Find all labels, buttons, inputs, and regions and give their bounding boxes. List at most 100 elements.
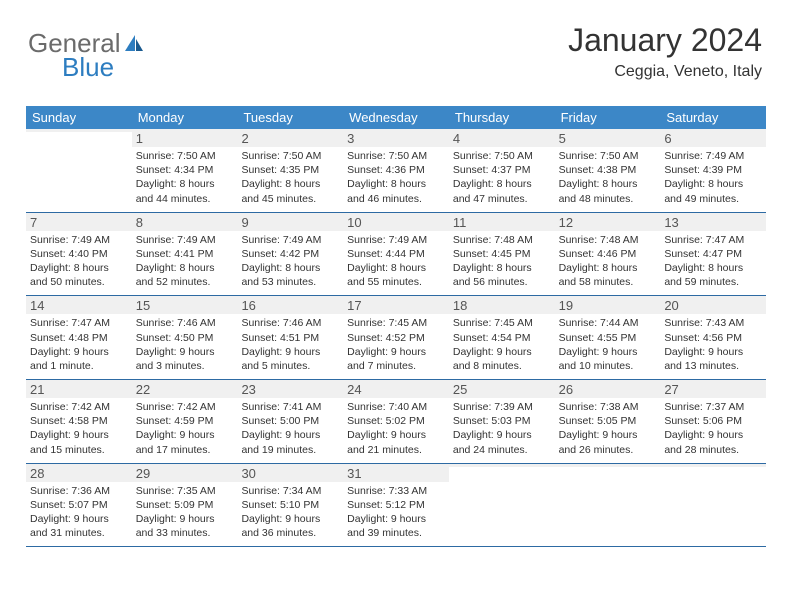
day-number: 13 [660,213,766,231]
daylight: Daylight: 8 hours and 46 minutes. [347,177,445,205]
page-title: January 2024 [568,22,762,59]
day-header: Sunday [26,106,132,129]
day-info: Sunrise: 7:37 AMSunset: 5:06 PMDaylight:… [664,400,762,457]
day-header: Thursday [449,106,555,129]
day-cell: 7Sunrise: 7:49 AMSunset: 4:40 PMDaylight… [26,213,132,296]
day-info: Sunrise: 7:43 AMSunset: 4:56 PMDaylight:… [664,316,762,373]
daylight: Daylight: 8 hours and 44 minutes. [136,177,234,205]
sunset: Sunset: 4:39 PM [664,163,762,177]
day-info: Sunrise: 7:45 AMSunset: 4:54 PMDaylight:… [453,316,551,373]
sunrise: Sunrise: 7:49 AM [30,233,128,247]
day-info: Sunrise: 7:40 AMSunset: 5:02 PMDaylight:… [347,400,445,457]
day-number: 19 [555,296,661,314]
day-info: Sunrise: 7:41 AMSunset: 5:00 PMDaylight:… [241,400,339,457]
day-number: 12 [555,213,661,231]
daylight: Daylight: 8 hours and 53 minutes. [241,261,339,289]
day-number: 3 [343,129,449,147]
daylight: Daylight: 9 hours and 17 minutes. [136,428,234,456]
day-info: Sunrise: 7:50 AMSunset: 4:35 PMDaylight:… [241,149,339,206]
day-number: 23 [237,380,343,398]
sunrise: Sunrise: 7:50 AM [559,149,657,163]
day-cell: 11Sunrise: 7:48 AMSunset: 4:45 PMDayligh… [449,213,555,296]
day-info: Sunrise: 7:33 AMSunset: 5:12 PMDaylight:… [347,484,445,541]
day-number: 17 [343,296,449,314]
daylight: Daylight: 9 hours and 5 minutes. [241,345,339,373]
day-number: 28 [26,464,132,482]
sunset: Sunset: 4:36 PM [347,163,445,177]
day-number: 22 [132,380,238,398]
day-info: Sunrise: 7:46 AMSunset: 4:51 PMDaylight:… [241,316,339,373]
day-info: Sunrise: 7:49 AMSunset: 4:42 PMDaylight:… [241,233,339,290]
week-row: 1Sunrise: 7:50 AMSunset: 4:34 PMDaylight… [26,129,766,213]
day-number: 18 [449,296,555,314]
sunrise: Sunrise: 7:46 AM [241,316,339,330]
sunrise: Sunrise: 7:49 AM [136,233,234,247]
day-cell: 8Sunrise: 7:49 AMSunset: 4:41 PMDaylight… [132,213,238,296]
day-info: Sunrise: 7:45 AMSunset: 4:52 PMDaylight:… [347,316,445,373]
day-number: 4 [449,129,555,147]
sunrise: Sunrise: 7:40 AM [347,400,445,414]
sunrise: Sunrise: 7:33 AM [347,484,445,498]
sunset: Sunset: 4:50 PM [136,331,234,345]
day-number: 31 [343,464,449,482]
daylight: Daylight: 9 hours and 21 minutes. [347,428,445,456]
day-cell: 18 Sunrise: 7:45 AMSunset: 4:54 PMDayligh… [449,296,555,379]
daylight: Daylight: 9 hours and 3 minutes. [136,345,234,373]
sunset: Sunset: 4:54 PM [453,331,551,345]
day-header: Friday [555,106,661,129]
day-cell: 26Sunrise: 7:38 AMSunset: 5:05 PMDayligh… [555,380,661,463]
daylight: Daylight: 9 hours and 15 minutes. [30,428,128,456]
day-info: Sunrise: 7:34 AMSunset: 5:10 PMDaylight:… [241,484,339,541]
daylight: Daylight: 8 hours and 55 minutes. [347,261,445,289]
sunset: Sunset: 4:41 PM [136,247,234,261]
daylight: Daylight: 8 hours and 49 minutes. [664,177,762,205]
day-number [26,129,132,132]
sunrise: Sunrise: 7:48 AM [453,233,551,247]
sunrise: Sunrise: 7:37 AM [664,400,762,414]
sunrise: Sunrise: 7:46 AM [136,316,234,330]
sunset: Sunset: 4:40 PM [30,247,128,261]
day-number [660,464,766,467]
day-number: 20 [660,296,766,314]
day-info: Sunrise: 7:50 AMSunset: 4:34 PMDaylight:… [136,149,234,206]
week-row: 14 Sunrise: 7:47 AMSunset: 4:48 PMDayligh… [26,296,766,380]
daylight: Daylight: 9 hours and 33 minutes. [136,512,234,540]
day-cell: 30Sunrise: 7:34 AMSunset: 5:10 PMDayligh… [237,464,343,547]
day-header: Tuesday [237,106,343,129]
day-number: 15 [132,296,238,314]
sunset: Sunset: 5:07 PM [30,498,128,512]
sunset: Sunset: 4:45 PM [453,247,551,261]
daylight: Daylight: 9 hours and 1 minute. [30,345,128,373]
daylight: Daylight: 8 hours and 48 minutes. [559,177,657,205]
day-cell: 17 Sunrise: 7:45 AMSunset: 4:52 PMDayligh… [343,296,449,379]
sunset: Sunset: 4:55 PM [559,331,657,345]
day-cell [449,464,555,547]
daylight: Daylight: 8 hours and 58 minutes. [559,261,657,289]
day-cell: 21Sunrise: 7:42 AMSunset: 4:58 PMDayligh… [26,380,132,463]
sunrise: Sunrise: 7:43 AM [664,316,762,330]
week-row: 21Sunrise: 7:42 AMSunset: 4:58 PMDayligh… [26,380,766,464]
sunrise: Sunrise: 7:42 AM [136,400,234,414]
day-number: 6 [660,129,766,147]
day-cell: 20 Sunrise: 7:43 AMSunset: 4:56 PMDayligh… [660,296,766,379]
day-cell: 6Sunrise: 7:49 AMSunset: 4:39 PMDaylight… [660,129,766,212]
day-number: 14 [26,296,132,314]
day-number: 16 [237,296,343,314]
day-cell: 3Sunrise: 7:50 AMSunset: 4:36 PMDaylight… [343,129,449,212]
day-cell: 4Sunrise: 7:50 AMSunset: 4:37 PMDaylight… [449,129,555,212]
day-number: 10 [343,213,449,231]
daylight: Daylight: 9 hours and 24 minutes. [453,428,551,456]
day-number: 27 [660,380,766,398]
daylight: Daylight: 8 hours and 52 minutes. [136,261,234,289]
sunset: Sunset: 4:34 PM [136,163,234,177]
day-info: Sunrise: 7:42 AMSunset: 4:59 PMDaylight:… [136,400,234,457]
day-cell: 27 Sunrise: 7:37 AMSunset: 5:06 PMDayligh… [660,380,766,463]
daylight: Daylight: 9 hours and 8 minutes. [453,345,551,373]
sunset: Sunset: 4:52 PM [347,331,445,345]
daylight: Daylight: 8 hours and 56 minutes. [453,261,551,289]
day-cell: 19Sunrise: 7:44 AMSunset: 4:55 PMDayligh… [555,296,661,379]
sunset: Sunset: 5:10 PM [241,498,339,512]
day-number: 26 [555,380,661,398]
sunset: Sunset: 5:05 PM [559,414,657,428]
day-info: Sunrise: 7:47 AMSunset: 4:48 PMDaylight:… [30,316,128,373]
